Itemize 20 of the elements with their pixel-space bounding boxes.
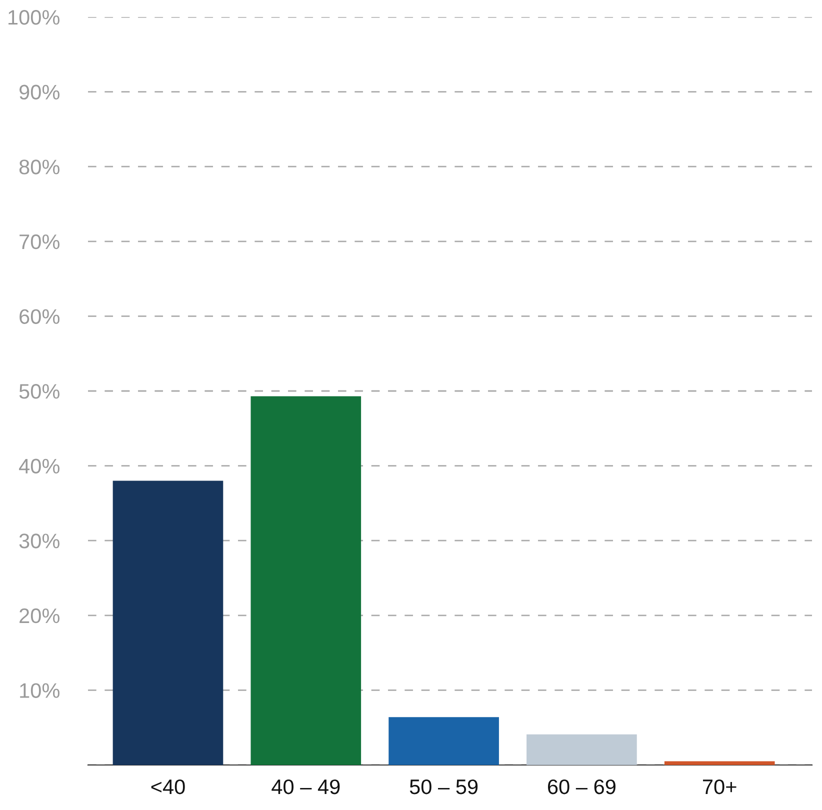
- y-tick-label: 70%: [20, 234, 60, 250]
- bar: [388, 717, 499, 765]
- y-tick-label: 30%: [19, 534, 60, 548]
- y-tick-label: 50%: [19, 384, 60, 399]
- y-tick-label: 10%: [20, 683, 60, 698]
- y-tick-label: 40%: [19, 458, 60, 474]
- bar: [250, 396, 362, 765]
- x-tick-label: 60 – 69: [548, 779, 616, 794]
- y-tick-label: 90%: [20, 84, 60, 100]
- x-tick-label: 70+: [703, 779, 736, 794]
- y-tick-label: 60%: [20, 309, 60, 324]
- x-tick-label: <40: [151, 779, 185, 794]
- x-tick-label: 40 – 49: [272, 779, 340, 794]
- x-tick-label: 50 – 59: [410, 779, 478, 794]
- y-tick-label: 100%: [8, 10, 60, 25]
- y-tick-label: 80%: [19, 160, 60, 174]
- bar: [664, 761, 775, 765]
- y-tick-label: 20%: [20, 608, 60, 624]
- bar: [112, 480, 224, 765]
- bar: [526, 734, 637, 765]
